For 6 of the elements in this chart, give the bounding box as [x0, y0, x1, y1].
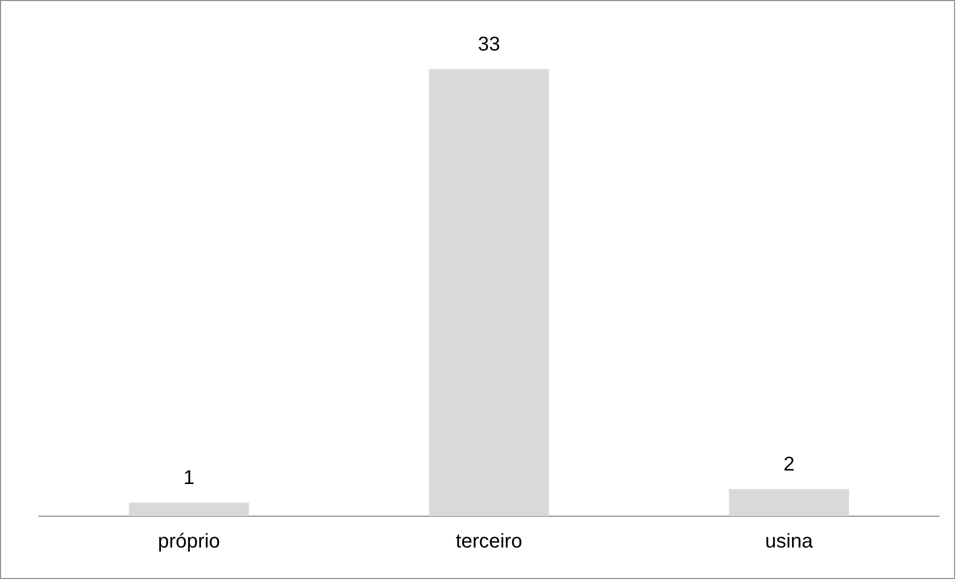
x-tick-label: usina [765, 530, 814, 553]
x-tick-label: próprio [158, 530, 220, 553]
data-label: 1 [183, 467, 194, 490]
data-label: 33 [478, 34, 500, 56]
x-tick-label: terceiro [456, 530, 522, 553]
data-label: 2 [783, 454, 795, 476]
